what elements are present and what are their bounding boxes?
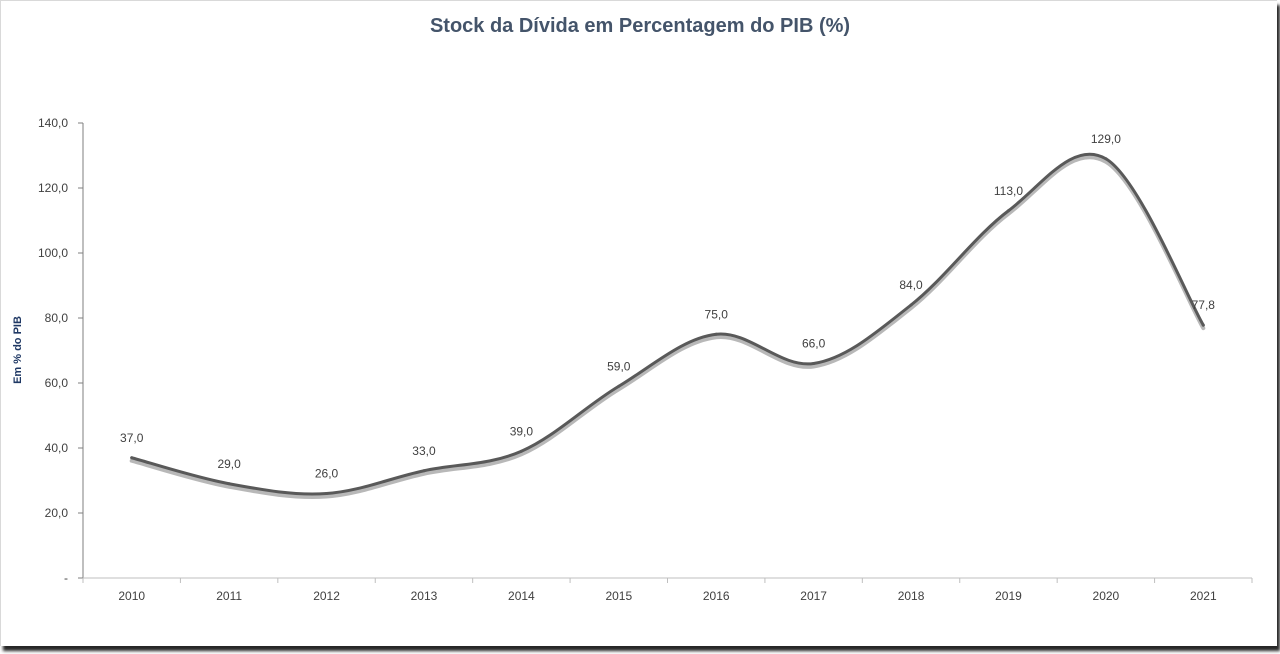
data-point (227, 482, 231, 486)
x-tick-label: 2020 (1093, 589, 1120, 603)
data-point (519, 449, 523, 453)
x-tick-label: 2021 (1190, 589, 1217, 603)
chart-title: Stock da Dívida em Percentagem do PIB (%… (429, 15, 851, 37)
x-tick-label: 2019 (995, 589, 1022, 603)
series-line-shadow (129, 155, 1206, 499)
data-point (1006, 209, 1010, 213)
data-label: 113,0 (994, 184, 1023, 198)
data-label: 84,0 (899, 278, 923, 292)
y-tick-label: - (64, 571, 68, 585)
data-label: 26,0 (315, 467, 339, 481)
data-point (714, 332, 718, 336)
x-tick-label: 2018 (898, 589, 925, 603)
series-line (130, 152, 1205, 496)
data-point (1201, 323, 1205, 327)
y-tick-label: 140,0 (38, 116, 68, 130)
data-label: 75,0 (705, 307, 729, 321)
y-tick-label: 60,0 (45, 376, 69, 390)
data-point (909, 303, 913, 307)
y-tick-label: 120,0 (38, 181, 68, 195)
y-axis-title: Em % do PIB (12, 316, 24, 384)
data-point (812, 362, 816, 365)
y-tick-label: 20,0 (45, 506, 69, 520)
data-point (617, 384, 621, 388)
data-label: 39,0 (510, 424, 534, 438)
x-tick-label: 2016 (703, 589, 730, 603)
y-tick-label: 40,0 (45, 441, 69, 455)
data-point (130, 456, 134, 460)
data-label: 33,0 (412, 444, 436, 458)
data-label: 129,0 (1091, 132, 1121, 146)
y-tick-label: 100,0 (38, 246, 68, 260)
y-tick-label: 80,0 (45, 311, 69, 325)
x-tick-label: 2013 (411, 589, 438, 603)
data-point (1104, 157, 1108, 161)
x-tick-label: 2017 (800, 589, 827, 603)
data-label: 77,8 (1192, 298, 1216, 312)
data-label: 59,0 (607, 359, 631, 373)
x-tick-label: 2010 (118, 589, 145, 603)
data-point (422, 469, 426, 473)
data-label: 66,0 (802, 337, 826, 351)
x-tick-label: 2015 (605, 589, 632, 603)
data-label: 37,0 (120, 431, 144, 445)
x-tick-label: 2014 (508, 589, 535, 603)
x-tick-label: 2012 (313, 589, 340, 603)
data-point (325, 492, 329, 495)
x-tick-label: 2011 (216, 589, 242, 603)
data-label: 29,0 (217, 457, 241, 471)
